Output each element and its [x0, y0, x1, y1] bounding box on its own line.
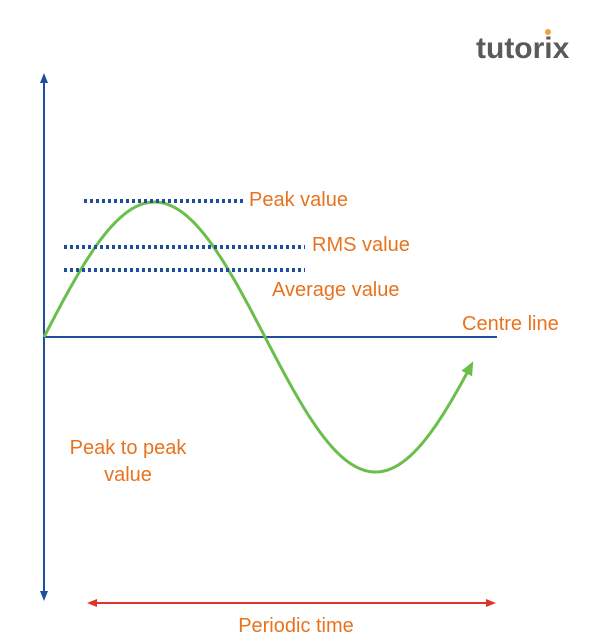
- logo-dot: [545, 29, 551, 35]
- peak-to-peak-label: Peak to peak: [70, 437, 188, 459]
- logo: tutorix: [476, 32, 570, 65]
- centre-label: Centre line: [462, 313, 559, 335]
- periodic-label: Periodic time: [238, 615, 354, 635]
- peak-to-peak-label: value: [104, 464, 152, 486]
- rms-label: RMS value: [312, 234, 410, 256]
- sine-wave: [42, 200, 474, 474]
- peak-label: Peak value: [249, 189, 348, 211]
- average-label: Average value: [272, 279, 400, 301]
